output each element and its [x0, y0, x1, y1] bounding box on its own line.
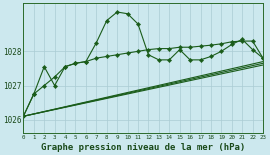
X-axis label: Graphe pression niveau de la mer (hPa): Graphe pression niveau de la mer (hPa): [41, 143, 245, 152]
